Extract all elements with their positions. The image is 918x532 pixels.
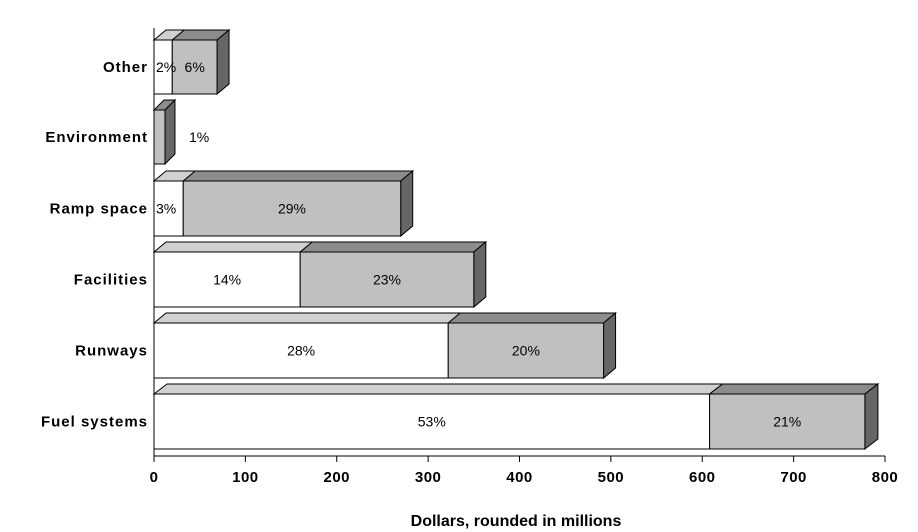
bar-label-ramp-space-1: 29%	[278, 201, 306, 217]
x-tick-label-600: 600	[689, 469, 716, 486]
x-axis-title: Dollars, rounded in millions	[411, 513, 622, 530]
bars-group: 2% 6% 1% 3% 29% 14% 23% 28% 20% 53% 21%	[152, 28, 880, 451]
bar-label-facilities-0: 14%	[213, 272, 241, 288]
bar-fuel-systems-0	[153, 393, 711, 450]
bar-label-runways-0: 28%	[287, 343, 315, 359]
bar-label-other-1: 6%	[185, 59, 205, 75]
x-tick-label-800: 800	[872, 469, 899, 486]
bar-runways-0	[153, 322, 449, 379]
x-tick-label-700: 700	[780, 469, 807, 486]
bar-top-facilities-0	[152, 241, 314, 253]
bar-label-fuel-systems-0: 53%	[418, 414, 446, 430]
bar-label-other-0: 2%	[156, 59, 176, 75]
bar-top-fuel-systems-1	[708, 383, 880, 395]
bar-other-1	[171, 39, 218, 95]
x-tick-label-0: 0	[150, 469, 159, 486]
bar-top-facilities-1	[298, 241, 488, 253]
bar-label-ramp-space-0: 3%	[156, 201, 176, 217]
bar-label-runways-1: 20%	[512, 343, 540, 359]
bar-side-facilities	[473, 240, 487, 309]
bar-fuel-systems-1	[709, 393, 866, 450]
bar-side-fuel-systems	[864, 382, 879, 451]
category-labels: Other Environment Ramp space Facilities Runw…	[41, 59, 148, 431]
x-tick-label-400: 400	[506, 469, 533, 486]
bar-label-fuel-systems-1: 21%	[773, 414, 801, 430]
category-label-ramp-space: Ramp space	[50, 201, 148, 218]
bar-facilities-1	[299, 251, 475, 308]
bar-ramp-space-1	[182, 180, 402, 237]
bar-label-facilities-1: 23%	[373, 272, 401, 288]
category-label-runways: Runways	[75, 343, 148, 360]
x-tick-label-500: 500	[598, 469, 625, 486]
category-label-fuel-systems: Fuel systems	[41, 414, 148, 431]
bar-top-runways-0	[152, 312, 462, 324]
x-tick-label-100: 100	[232, 469, 259, 486]
x-tick-label-200: 200	[323, 469, 350, 486]
bar-top-fuel-systems-0	[152, 383, 725, 395]
x-axis: 0 100 200 300 400 500 600 700 800	[150, 28, 899, 486]
bar-side-other	[216, 28, 230, 96]
bar-environment-1	[153, 109, 166, 165]
bar-runways-1	[447, 322, 605, 379]
category-label-other: Other	[103, 59, 148, 76]
bar-side-runways	[603, 311, 617, 380]
bar-top-runways-1	[446, 312, 617, 324]
bar-label-environment-1: 1%	[189, 129, 209, 145]
bar-side-environment	[164, 98, 176, 166]
x-tick-label-300: 300	[415, 469, 442, 486]
category-label-environment: Environment	[45, 129, 148, 146]
bar-top-ramp-space-1	[181, 170, 415, 182]
bar-side-ramp-space	[400, 169, 414, 238]
category-label-facilities: Facilities	[74, 272, 148, 289]
